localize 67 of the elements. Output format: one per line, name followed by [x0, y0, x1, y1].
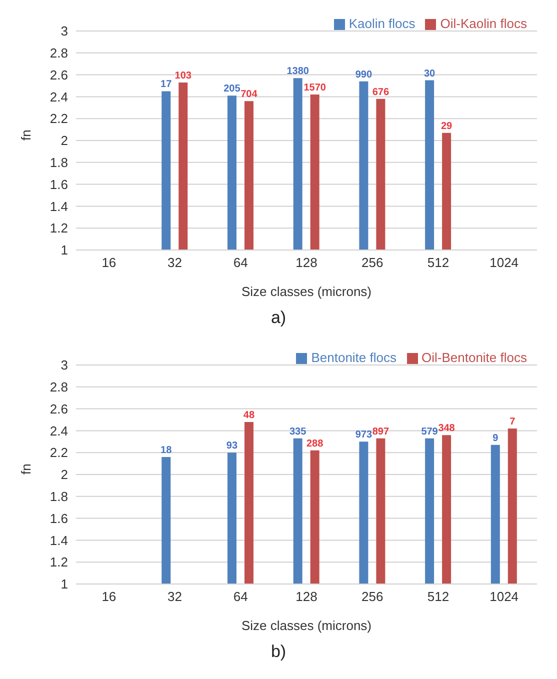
- x-tick-label: 1024: [490, 589, 519, 604]
- y-tick-label: 1.4: [50, 532, 68, 548]
- annotation: 48: [243, 410, 255, 421]
- x-tick-label: 32: [168, 255, 182, 270]
- x-tick-label: 512: [427, 589, 450, 604]
- annotation: 1570: [304, 82, 326, 94]
- y-tick-label: 1.2: [50, 554, 68, 570]
- y-tick-label: 2.4: [50, 423, 68, 438]
- legend-label: Oil-Kaolin flocs: [440, 16, 527, 31]
- annotation: 93: [226, 440, 238, 452]
- x-tick-label: 32: [168, 589, 182, 604]
- y-axis-title: fn: [18, 130, 34, 140]
- x-tick-label: 128: [296, 255, 318, 270]
- annotation: 676: [372, 86, 390, 98]
- y-tick-label: 2.6: [50, 401, 68, 416]
- y-axis-title: fn: [18, 464, 34, 474]
- x-tick-label: 256: [362, 589, 384, 604]
- annotation: 30: [424, 68, 436, 80]
- annotation: 990: [355, 69, 372, 80]
- y-tick-label: 1.6: [50, 510, 68, 526]
- legend-label: Oil-Bentonite flocs: [422, 350, 527, 365]
- y-tick-label: 3: [60, 24, 68, 39]
- y-tick-label: 2.6: [50, 67, 68, 82]
- annotation: 704: [240, 89, 258, 100]
- y-tick-label: 2.8: [50, 380, 68, 395]
- x-tick-label: 512: [427, 255, 450, 270]
- y-tick-label: 2: [60, 133, 68, 148]
- text: a): [270, 308, 288, 328]
- y-tick-label: 2.8: [50, 46, 68, 61]
- x-tick-label: 64: [233, 255, 248, 270]
- x-axis-title: Size classes (microns): [241, 284, 372, 299]
- annotation: 1380: [286, 66, 310, 78]
- y-tick-label: 1.8: [50, 155, 68, 170]
- annotation: 18: [160, 444, 172, 456]
- y-tick-label: 2: [60, 467, 68, 482]
- annotation: 9: [492, 432, 499, 444]
- annotation: 205: [224, 84, 241, 95]
- x-tick-label: 128: [296, 589, 318, 604]
- annotation: 17: [160, 79, 172, 90]
- legend-label: Bentonite flocs: [311, 350, 396, 365]
- x-tick-label: 1024: [490, 255, 519, 270]
- annotation: 897: [372, 426, 390, 438]
- legend-label: Kaolin flocs: [348, 16, 416, 31]
- annotation: 103: [174, 70, 192, 82]
- y-tick-label: 3: [60, 358, 68, 373]
- annotation: 335: [289, 426, 307, 438]
- annotation: 288: [306, 438, 324, 450]
- annotation: 973: [355, 430, 372, 441]
- text: b): [270, 642, 288, 662]
- x-tick-label: 256: [362, 255, 384, 270]
- y-tick-label: 1: [60, 242, 68, 258]
- y-tick-label: 1.8: [50, 489, 68, 504]
- y-tick-label: 1.6: [50, 176, 68, 192]
- annotation: 29: [440, 120, 453, 132]
- y-tick-label: 2.4: [50, 89, 68, 104]
- x-tick-label: 64: [233, 589, 248, 604]
- x-axis-title: Size classes (microns): [241, 618, 372, 633]
- x-tick-label: 16: [102, 589, 116, 604]
- y-tick-label: 2.2: [50, 111, 68, 126]
- y-tick-label: 1.2: [50, 220, 68, 236]
- annotation: 579: [421, 426, 438, 438]
- y-tick-label: 2.2: [50, 445, 68, 460]
- y-tick-label: 1.4: [50, 198, 68, 214]
- y-tick-label: 1: [60, 576, 68, 592]
- x-tick-label: 16: [102, 255, 116, 270]
- annotation: 7: [510, 416, 516, 428]
- annotation: 348: [438, 423, 456, 434]
